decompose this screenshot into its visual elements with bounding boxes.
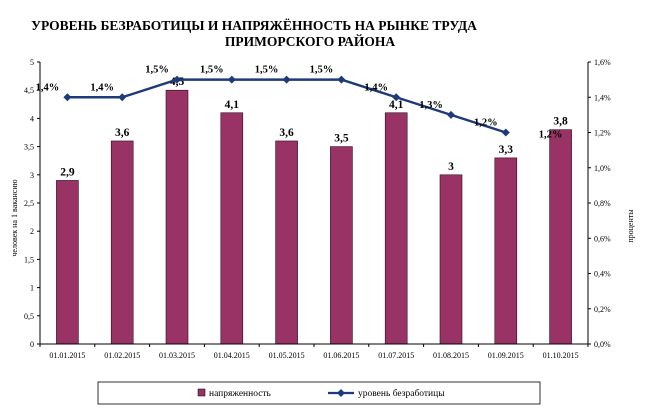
x-tick-label: 01.07.2015 [378,351,414,360]
x-tick-label: 01.05.2015 [269,351,305,360]
y-left-tick-label: 3,5 [24,143,34,152]
x-tick-label: 01.08.2015 [433,351,469,360]
legend-label-line: уровень безработицы [358,388,445,399]
x-tick-label: 01.04.2015 [214,351,250,360]
legend-label-bar: напряженность [209,389,272,399]
line-point [118,93,127,102]
x-tick-label: 01.06.2015 [323,351,359,360]
y-right-tick-label: 1,6% [594,58,611,67]
bar [110,140,134,345]
bar [56,180,79,345]
bar-value-label: 3,6 [115,127,130,139]
bar [494,157,518,345]
bar [330,146,353,345]
y-left-tick-label: 5 [30,58,34,67]
y-axis-right-title: проценты [626,209,635,243]
bar [220,112,244,345]
y-axis-left-title: человек на 1 вакансию [10,179,19,256]
y-axis-right-ticks: 0,0% 0,2% 0,4% 0,6% 0,8% 1,0% 1,2% 1,4% 1,6% [588,58,611,349]
bar-labels: 2,93,64,54,13,63,54,133,33,8 [60,76,568,178]
y-left-tick-label: 2 [30,227,34,236]
x-axis-ticks: 01.01.2015 01.02.2015 01.03.2015 01.04.2015… [39,344,589,360]
y-right-tick-label: 0,0% [594,340,611,349]
line-point [173,75,181,84]
x-tick-label: 01.02.2015 [104,351,140,360]
line-point [501,128,510,137]
legend-frame [97,381,541,405]
chart-title-line-2: ПРИМОРСКОГО РАЙОНА [225,34,396,49]
y-right-tick-label: 0,2% [594,305,611,314]
line-series [63,75,510,137]
bar-value-label: 3,3 [499,144,514,156]
y-left-tick-label: 1 [30,284,34,293]
bar [439,174,463,345]
y-right-tick-label: 1,4% [594,93,611,102]
line-value-label: 1,5% [145,65,169,76]
x-tick-label: 01.01.2015 [49,351,85,360]
x-tick-label: 01.03.2015 [159,351,195,360]
bar-value-label: 3,5 [334,133,349,145]
bar [165,89,189,345]
line-value-label: 1,3% [419,100,443,111]
y-axis-left-ticks: 0 0,5 1 1,5 2 2,5 3 3,5 4 4,5 5 [24,58,40,349]
line-value-label: 1,5% [200,65,224,76]
line-point [282,75,291,84]
line-value-label: 1,4% [36,82,60,93]
line-value-label: 1,2% [539,130,563,141]
x-tick-label: 01.09.2015 [488,351,524,360]
legend-swatch-marker [337,389,345,397]
y-right-tick-label: 1,2% [594,129,611,138]
bar-value-label: 3 [448,161,454,173]
y-left-tick-label: 1,5 [24,255,34,264]
line-value-label: 1,4% [90,82,114,93]
y-right-tick-label: 0,8% [594,199,611,208]
bar [549,129,572,345]
bar-value-label: 3,8 [553,116,568,128]
bar [384,112,408,345]
line-point [447,110,455,119]
line-value-label: 1,5% [310,65,334,76]
legend-swatch-bar [197,388,206,397]
y-right-tick-label: 1,0% [594,164,611,173]
line-point [392,93,401,102]
line-point [63,93,72,102]
line-value-label: 1,4% [364,82,388,93]
y-right-tick-label: 0,6% [594,234,611,243]
chart-title-line-1: УРОВЕНЬ БЕЗРАБОТИЦЫ И НАПРЯЖЁННОСТЬ НА Р… [31,18,477,33]
legend: напряженность уровень безработицы [97,381,541,405]
y-left-tick-label: 0 [30,340,34,349]
x-tick-label: 01.10.2015 [543,351,579,360]
y-right-tick-label: 0,4% [594,270,611,279]
bar-value-label: 4,1 [225,99,240,111]
y-left-tick-label: 4,5 [24,86,34,95]
bar [275,140,298,345]
line-point [227,75,236,84]
line-value-label: 1,5% [255,65,279,76]
line-point [337,75,346,84]
y-left-tick-label: 3 [30,171,34,180]
y-left-tick-label: 2,5 [24,199,34,208]
line-value-label: 1,2% [474,118,498,129]
bar-value-label: 3,6 [279,127,294,139]
bar-value-label: 4,1 [389,99,404,111]
bar-value-label: 2,9 [60,166,75,178]
line-labels: 1,4% 1,4% 1,5% 1,5% 1,5% 1,5% 1,4% 1,3% 1,2% 1,2% [36,65,563,141]
y-left-tick-label: 0,5 [24,312,34,321]
y-left-tick-label: 4 [30,114,34,123]
